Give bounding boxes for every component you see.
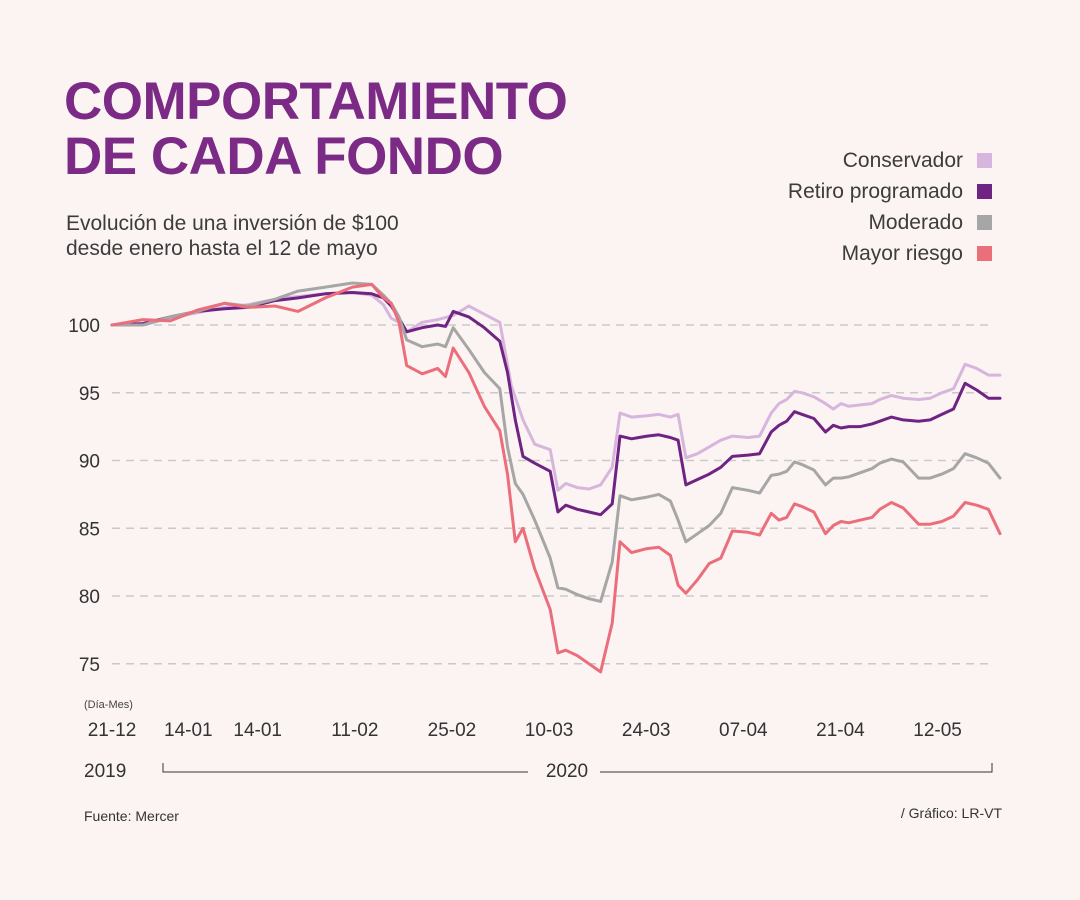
chart-title-line-1: COMPORTAMIENTO — [64, 72, 568, 131]
y-tick-label: 85 — [79, 519, 100, 540]
series-line-moderado — [110, 281, 1002, 603]
legend-swatch — [977, 215, 992, 230]
series-lines — [110, 281, 1002, 674]
x-axis-ticks: 21-12 14-01 14-01 11-02 25-02 10-03 24-03 07-04… — [88, 720, 962, 741]
year-label-2020: 2020 — [546, 761, 588, 782]
chart-legend: Conservador Retiro programado Moderado M… — [788, 145, 992, 269]
year-axis: 2019 2020 — [84, 761, 993, 782]
credit-note: / Gráfico: LR-VT — [900, 805, 1002, 821]
year-bracket-left — [162, 763, 528, 773]
legend-item-moderado: Moderado — [788, 207, 992, 238]
x-axis-label: (Día-Mes) — [84, 699, 133, 711]
chart-title-line-2: DE CADA FONDO — [64, 127, 504, 186]
chart-subtitle-line-1: Evolución de una inversión de $100 — [66, 212, 399, 235]
chart-subtitle-line-2: desde enero hasta el 12 de mayo — [66, 237, 378, 260]
x-tick-label: 25-02 — [428, 720, 477, 741]
x-tick-label: 12-05 — [913, 720, 962, 741]
legend-label: Retiro programado — [787, 179, 963, 203]
y-tick-label: 80 — [79, 587, 100, 608]
legend-item-conservador: Conservador — [788, 145, 992, 176]
series-line-conservador — [110, 291, 1002, 492]
x-tick-label: 14-01 — [233, 720, 282, 741]
y-tick-label: 95 — [79, 384, 100, 405]
x-tick-label: 24-03 — [622, 720, 671, 741]
chart-title: COMPORTAMIENTO DE CADA FONDO — [64, 72, 568, 186]
legend-item-retiro-programado: Retiro programado — [788, 176, 992, 207]
series-line-mayor-riesgo — [110, 282, 1002, 674]
legend-label: Moderado — [868, 210, 963, 234]
legend-item-mayor-riesgo: Mayor riesgo — [788, 238, 992, 269]
chart-subtitle: Evolución de una inversión de $100 desde… — [66, 211, 399, 261]
legend-swatch — [977, 246, 992, 261]
x-tick-label: 21-12 — [88, 720, 137, 741]
year-label-2019: 2019 — [84, 761, 126, 782]
x-tick-label: 21-04 — [816, 720, 865, 741]
x-tick-label: 10-03 — [525, 720, 574, 741]
y-tick-label: 75 — [79, 655, 100, 676]
legend-swatch — [977, 153, 992, 168]
y-tick-label: 100 — [68, 316, 100, 337]
x-tick-label: 07-04 — [719, 720, 768, 741]
legend-swatch — [977, 184, 992, 199]
legend-label: Mayor riesgo — [841, 241, 963, 265]
x-tick-label: 14-01 — [164, 720, 213, 741]
legend-label: Conservador — [842, 148, 963, 172]
year-bracket-right — [600, 763, 993, 773]
source-note: Fuente: Mercer — [84, 808, 179, 824]
y-axis-ticks: 75 80 85 90 95 100 — [68, 316, 100, 676]
y-tick-label: 90 — [79, 452, 100, 473]
x-tick-label: 11-02 — [331, 720, 378, 741]
